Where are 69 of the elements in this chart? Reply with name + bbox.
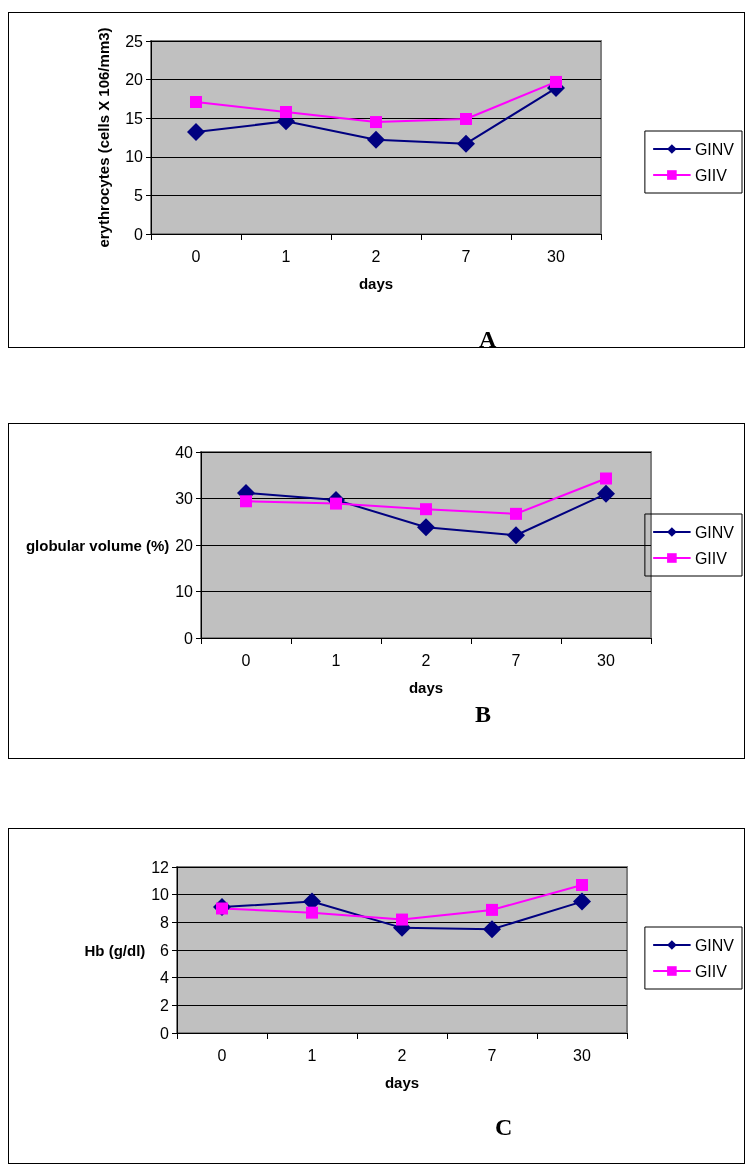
y-tick-label: 25 <box>125 32 144 50</box>
text: A <box>479 326 497 352</box>
y-tick-label: 2 <box>160 996 170 1014</box>
point <box>190 95 202 108</box>
point <box>550 75 562 88</box>
point <box>330 497 342 510</box>
legend-label: GINV <box>694 140 735 158</box>
x-tick-label: 2 <box>421 651 431 669</box>
point <box>420 503 432 516</box>
point <box>306 906 318 919</box>
point <box>417 518 435 537</box>
point <box>510 507 522 520</box>
legend-label: GINV <box>694 936 735 954</box>
y-tick-label: 10 <box>151 886 170 904</box>
legend-label: GINV <box>694 523 735 541</box>
point <box>600 472 612 485</box>
x-tick-label: 30 <box>573 1046 591 1064</box>
point <box>370 116 382 129</box>
x-axis-title: days <box>358 275 394 292</box>
x-tick-label: 0 <box>241 651 251 669</box>
point <box>457 134 475 153</box>
x-tick-label: 1 <box>307 1046 317 1064</box>
y-tick-label: 6 <box>160 941 170 959</box>
point <box>597 484 615 503</box>
point <box>576 878 588 891</box>
x-axis-title: days <box>408 679 444 696</box>
x-tick-label: 0 <box>217 1046 227 1064</box>
y-tick-label: 5 <box>134 186 144 204</box>
x-tick-label: 30 <box>597 651 615 669</box>
legend-label: GIIV <box>694 549 728 567</box>
x-axis-title: days <box>384 1074 420 1091</box>
y-tick-label: 12 <box>151 858 170 876</box>
x-tick-label: 2 <box>371 247 381 265</box>
x-tick-label: 2 <box>397 1046 407 1064</box>
point <box>280 106 292 119</box>
y-tick-label: 0 <box>184 629 194 647</box>
x-tick-label: 7 <box>511 651 521 669</box>
y-axis-title: erythrocytes (cells X 106/mm3) <box>94 27 112 248</box>
x-tick-label: 7 <box>487 1046 497 1064</box>
point <box>507 526 525 545</box>
point <box>483 920 501 939</box>
y-axis-title: Hb (g/dl) <box>84 941 146 959</box>
point <box>240 495 252 508</box>
point <box>367 130 385 149</box>
legend-label: GIIV <box>694 962 728 980</box>
x-tick-label: 1 <box>281 247 291 265</box>
point <box>396 913 408 926</box>
x-tick-label: 7 <box>461 247 471 265</box>
y-tick-label: 4 <box>160 969 170 987</box>
text: C <box>495 1114 513 1140</box>
text: B <box>475 701 492 727</box>
y-tick-label: 30 <box>175 490 194 507</box>
legend-label: GIIV <box>694 166 728 184</box>
point <box>486 903 498 916</box>
point <box>187 123 205 142</box>
x-tick-label: 1 <box>331 651 341 669</box>
x-tick-label: 30 <box>547 247 565 265</box>
y-tick-label: 20 <box>175 536 194 554</box>
y-tick-label: 15 <box>125 109 144 127</box>
point <box>573 892 591 911</box>
y-tick-label: 0 <box>134 225 144 243</box>
y-tick-label: 8 <box>160 913 170 931</box>
y-tick-label: 40 <box>175 443 194 461</box>
y-axis-title: globular volume (%) <box>25 536 170 554</box>
point <box>460 112 472 125</box>
y-tick-label: 10 <box>175 583 194 600</box>
y-tick-label: 0 <box>160 1024 170 1042</box>
y-tick-label: 10 <box>125 148 144 166</box>
y-tick-label: 20 <box>125 71 144 89</box>
